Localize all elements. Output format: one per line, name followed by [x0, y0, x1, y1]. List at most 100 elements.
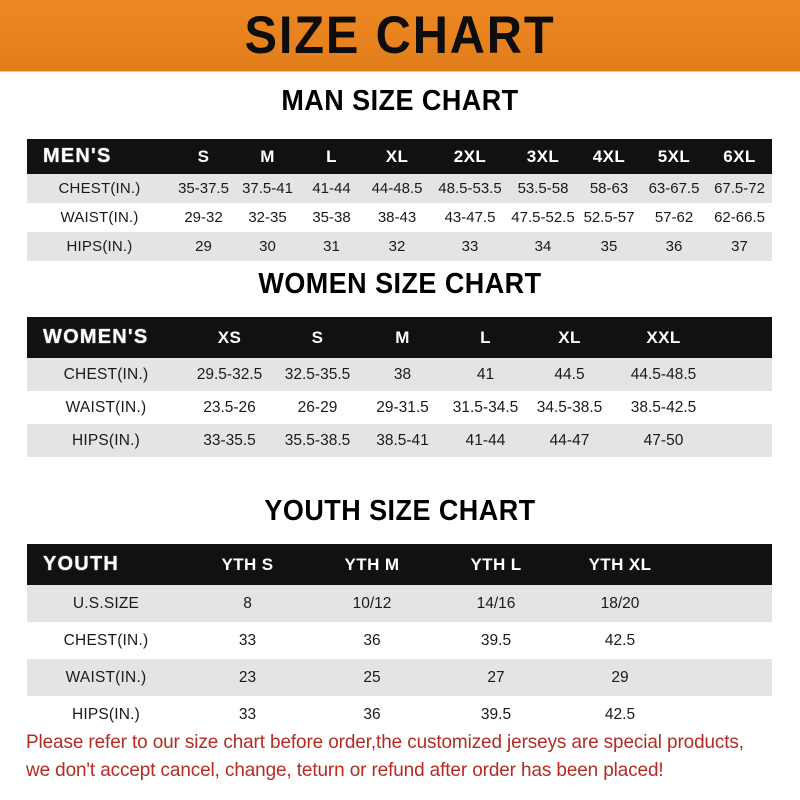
youth-cell: 39.5	[434, 696, 558, 733]
men-cell: 48.5-53.5	[431, 174, 509, 203]
youth-cell: 42.5	[558, 696, 682, 733]
youth-cell: 27	[434, 659, 558, 696]
youth-cell: 33	[185, 696, 310, 733]
men-col-header: L	[300, 139, 363, 174]
youth-size-table: YOUTH YTH S YTH M YTH L YTH XL U.S.SIZE …	[27, 544, 772, 733]
men-cell: 29-32	[172, 203, 235, 232]
footer-line-1: Please refer to our size chart before or…	[26, 731, 744, 753]
men-row-label: HIPS(IN.)	[27, 232, 172, 261]
men-col-header: 4XL	[577, 139, 641, 174]
men-cell: 44-48.5	[363, 174, 431, 203]
youth-cell: 25	[310, 659, 434, 696]
youth-row-label: HIPS(IN.)	[27, 696, 185, 733]
youth-cell-spacer	[682, 622, 772, 659]
men-cell: 29	[172, 232, 235, 261]
women-cell: 44.5-48.5	[612, 358, 715, 391]
men-cell: 41-44	[300, 174, 363, 203]
table-row: HIPS(IN.) 33 36 39.5 42.5	[27, 696, 772, 733]
men-col-header: 3XL	[509, 139, 577, 174]
men-cell: 67.5-72	[707, 174, 772, 203]
table-row: U.S.SIZE 8 10/12 14/16 18/20	[27, 585, 772, 622]
table-row: CHEST(IN.) 29.5-32.5 32.5-35.5 38 41 44.…	[27, 358, 772, 391]
page-title: SIZE CHART	[244, 6, 556, 65]
men-header-label: MEN'S	[27, 139, 172, 174]
men-cell: 57-62	[641, 203, 707, 232]
youth-cell: 14/16	[434, 585, 558, 622]
women-cell: 33-35.5	[185, 424, 274, 457]
women-cell: 32.5-35.5	[274, 358, 361, 391]
women-cell-spacer	[715, 358, 772, 391]
men-size-table: MEN'S S M L XL 2XL 3XL 4XL 5XL 6XL CHEST…	[27, 139, 772, 261]
women-col-header: XXL	[612, 317, 715, 358]
table-row: HIPS(IN.) 29 30 31 32 33 34 35 36 37	[27, 232, 772, 261]
men-row-label: WAIST(IN.)	[27, 203, 172, 232]
table-row: WAIST(IN.) 29-32 32-35 35-38 38-43 43-47…	[27, 203, 772, 232]
women-cell: 26-29	[274, 391, 361, 424]
youth-cell: 10/12	[310, 585, 434, 622]
page-banner: SIZE CHART	[0, 0, 800, 72]
footer-disclaimer: Please refer to our size chart before or…	[26, 728, 755, 785]
youth-row-label: WAIST(IN.)	[27, 659, 185, 696]
youth-col-header: YTH XL	[558, 544, 682, 585]
men-cell: 63-67.5	[641, 174, 707, 203]
men-cell: 31	[300, 232, 363, 261]
men-cell: 52.5-57	[577, 203, 641, 232]
youth-cell: 36	[310, 622, 434, 659]
section-title-women: WOMEN SIZE CHART	[258, 268, 542, 300]
youth-cell: 33	[185, 622, 310, 659]
women-cell: 41	[444, 358, 527, 391]
youth-cell: 36	[310, 696, 434, 733]
women-cell: 38.5-42.5	[612, 391, 715, 424]
youth-header-label: YOUTH	[27, 544, 185, 585]
men-cell: 30	[235, 232, 300, 261]
table-row: HIPS(IN.) 33-35.5 35.5-38.5 38.5-41 41-4…	[27, 424, 772, 457]
women-cell: 38.5-41	[361, 424, 444, 457]
women-cell: 35.5-38.5	[274, 424, 361, 457]
table-header-row: MEN'S S M L XL 2XL 3XL 4XL 5XL 6XL	[27, 139, 772, 174]
men-cell: 47.5-52.5	[509, 203, 577, 232]
table-header-row: YOUTH YTH S YTH M YTH L YTH XL	[27, 544, 772, 585]
women-cell: 29-31.5	[361, 391, 444, 424]
youth-row-label: CHEST(IN.)	[27, 622, 185, 659]
women-row-label: WAIST(IN.)	[27, 391, 185, 424]
men-cell: 32	[363, 232, 431, 261]
women-cell-spacer	[715, 391, 772, 424]
men-cell: 34	[509, 232, 577, 261]
section-title-youth: YOUTH SIZE CHART	[264, 495, 536, 527]
women-cell: 34.5-38.5	[527, 391, 612, 424]
men-cell: 53.5-58	[509, 174, 577, 203]
women-cell: 44-47	[527, 424, 612, 457]
women-row-label: HIPS(IN.)	[27, 424, 185, 457]
women-col-header: M	[361, 317, 444, 358]
men-col-header: 5XL	[641, 139, 707, 174]
youth-header-spacer	[682, 544, 772, 585]
youth-col-header: YTH L	[434, 544, 558, 585]
women-cell: 23.5-26	[185, 391, 274, 424]
men-cell: 36	[641, 232, 707, 261]
men-col-header: 2XL	[431, 139, 509, 174]
youth-col-header: YTH M	[310, 544, 434, 585]
men-cell: 43-47.5	[431, 203, 509, 232]
table-row: WAIST(IN.) 23.5-26 26-29 29-31.5 31.5-34…	[27, 391, 772, 424]
table-row: CHEST(IN.) 35-37.5 37.5-41 41-44 44-48.5…	[27, 174, 772, 203]
men-cell: 58-63	[577, 174, 641, 203]
women-col-header: L	[444, 317, 527, 358]
women-col-header: S	[274, 317, 361, 358]
youth-row-label: U.S.SIZE	[27, 585, 185, 622]
men-cell: 38-43	[363, 203, 431, 232]
men-col-header: 6XL	[707, 139, 772, 174]
men-cell: 35	[577, 232, 641, 261]
men-cell: 32-35	[235, 203, 300, 232]
table-row: CHEST(IN.) 33 36 39.5 42.5	[27, 622, 772, 659]
table-row: WAIST(IN.) 23 25 27 29	[27, 659, 772, 696]
men-col-header: M	[235, 139, 300, 174]
women-row-label: CHEST(IN.)	[27, 358, 185, 391]
men-col-header: XL	[363, 139, 431, 174]
youth-cell-spacer	[682, 696, 772, 733]
women-col-header: XS	[185, 317, 274, 358]
youth-col-header: YTH S	[185, 544, 310, 585]
youth-cell: 18/20	[558, 585, 682, 622]
youth-cell-spacer	[682, 585, 772, 622]
women-cell: 44.5	[527, 358, 612, 391]
men-cell: 35-37.5	[172, 174, 235, 203]
